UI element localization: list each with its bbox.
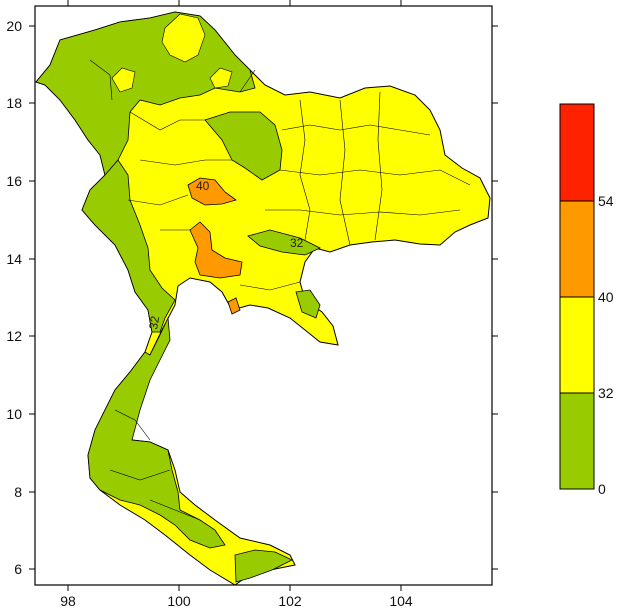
legend-label-40: 40 [598, 289, 614, 305]
contour-label-40: 40 [196, 179, 210, 193]
x-tick-label-98: 98 [60, 593, 76, 609]
x-tick-label-102: 102 [278, 593, 302, 609]
contour-label-32-south: 32 [146, 315, 162, 331]
legend-swatch-red [559, 103, 595, 202]
bangkok-orange-spot [189, 221, 243, 279]
legend-label-0: 0 [598, 481, 606, 497]
south-green-region [87, 316, 226, 549]
west-green-region [81, 159, 176, 333]
southeast-orange-spot [227, 297, 241, 315]
contour-label-32-east: 32 [290, 236, 304, 250]
y-tick-label-18: 18 [6, 95, 22, 111]
y-tick-label-20: 20 [6, 18, 22, 34]
central-orange-spot [187, 177, 237, 206]
y-tick-label-16: 16 [6, 173, 22, 189]
province-boundaries [89, 59, 471, 521]
east-green-patch [295, 289, 321, 319]
x-tick-label-100: 100 [167, 593, 191, 609]
legend-label-32: 32 [598, 385, 614, 401]
legend-swatch-yellow [559, 296, 595, 394]
y-tick-label-8: 8 [14, 484, 22, 500]
legend-swatch-green [559, 392, 595, 490]
north-green-region [35, 11, 256, 176]
color-legend: 54 40 32 0 [559, 103, 614, 497]
south-tip-green-region [234, 549, 293, 583]
north-yellow-patch-3 [209, 67, 233, 89]
country-map [35, 11, 491, 586]
east-green-band [247, 229, 321, 256]
legend-swatch-orange [559, 200, 595, 298]
mainland-region [35, 11, 491, 586]
x-tick-label-104: 104 [389, 593, 413, 609]
y-tick-label-12: 12 [6, 328, 22, 344]
north-yellow-patch-1 [161, 13, 206, 63]
legend-label-54: 54 [598, 193, 614, 209]
y-tick-label-10: 10 [6, 406, 22, 422]
north-yellow-patch-2 [111, 67, 136, 93]
y-tick-label-6: 6 [14, 561, 22, 577]
y-tick-label-14: 14 [6, 251, 22, 267]
axis-ticks [29, 0, 498, 591]
